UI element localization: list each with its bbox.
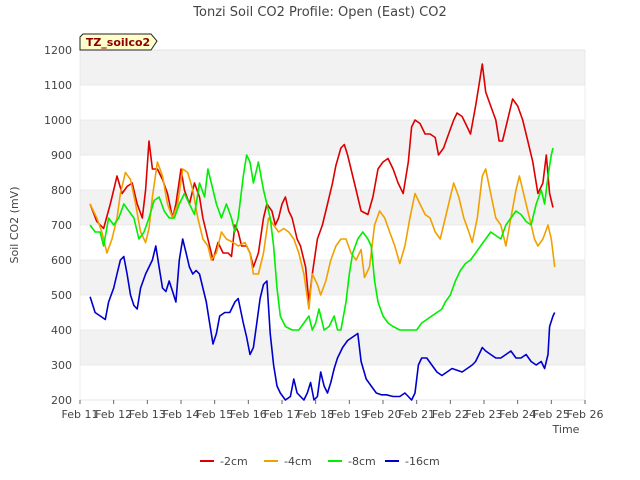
x-tick-label: Feb 20 xyxy=(365,408,402,421)
y-tick-label: 300 xyxy=(51,359,72,372)
band xyxy=(80,120,585,155)
plot-background-bands xyxy=(80,50,585,365)
x-tick-label: Feb 14 xyxy=(163,408,200,421)
y-axis-label: Soil CO2 (mV) xyxy=(8,187,21,264)
x-tick-label: Feb 18 xyxy=(297,408,334,421)
y-tick-label: 500 xyxy=(51,289,72,302)
x-axis-label: Time xyxy=(552,423,580,436)
plot-frame xyxy=(79,49,586,401)
band xyxy=(80,260,585,295)
y-tick-label: 1200 xyxy=(44,44,72,57)
x-tick-label: Feb 11 xyxy=(62,408,99,421)
x-tick-label: Feb 25 xyxy=(533,408,570,421)
series-line-neg8cm xyxy=(89,147,554,331)
y-tick-label: 1000 xyxy=(44,114,72,127)
series-line-neg4cm xyxy=(89,161,556,310)
x-tick-label: Feb 12 xyxy=(95,408,132,421)
x-tick-label: Feb 21 xyxy=(398,408,435,421)
legend-label: -8cm xyxy=(348,455,376,468)
x-tick-label: Feb 22 xyxy=(432,408,469,421)
x-tick-label: Feb 24 xyxy=(499,408,536,421)
series-line-neg16cm xyxy=(89,238,556,401)
chart-title: Tonzi Soil CO2 Profile: Open (East) CO2 xyxy=(192,5,446,20)
x-tick-label: Feb 16 xyxy=(230,408,267,421)
series-lines xyxy=(89,63,556,401)
y-tick-label: 700 xyxy=(51,219,72,232)
band xyxy=(80,190,585,225)
band xyxy=(80,50,585,85)
site-label-box: TZ_soilco2 xyxy=(79,33,158,51)
y-axis-ticks: 200 300 400 500 600 700 800 900 1000 1100 1200 xyxy=(44,44,72,407)
y-tick-label: 800 xyxy=(51,184,72,197)
x-tick-label: Feb 13 xyxy=(129,408,166,421)
y-tick-label: 1100 xyxy=(44,79,72,92)
legend-label: -2cm xyxy=(220,455,248,468)
y-tick-label: 400 xyxy=(51,324,72,337)
y-tick-label: 600 xyxy=(51,254,72,267)
legend-label: -4cm xyxy=(284,455,312,468)
legend: -2cm -4cm -8cm -16cm xyxy=(200,455,440,468)
x-tick-label: Feb 26 xyxy=(567,408,604,421)
band xyxy=(80,330,585,365)
gridlines xyxy=(80,49,585,401)
x-tick-label: Feb 17 xyxy=(264,408,301,421)
legend-label: -16cm xyxy=(405,455,440,468)
y-tick-label: 900 xyxy=(51,149,72,162)
x-tick-label: Feb 15 xyxy=(196,408,233,421)
x-tick-label: Feb 23 xyxy=(466,408,503,421)
site-label: TZ_soilco2 xyxy=(86,36,150,49)
y-tick-label: 200 xyxy=(51,394,72,407)
x-tick-label: Feb 19 xyxy=(331,408,368,421)
